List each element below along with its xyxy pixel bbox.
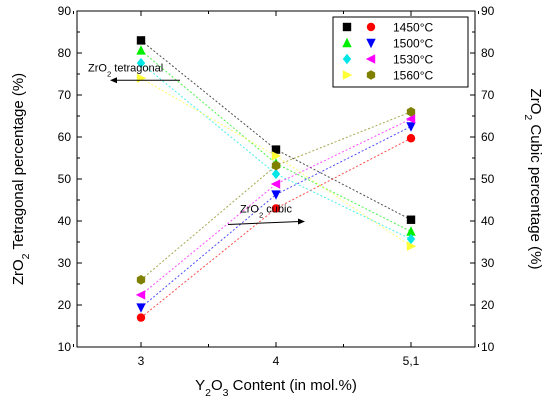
data-point-tetragonal	[136, 73, 147, 83]
legend-marker-cubic	[365, 54, 376, 64]
right-y-tick-label: 40	[481, 214, 495, 228]
data-point-tetragonal	[271, 151, 282, 161]
left-y-tick-label: 70	[58, 88, 72, 102]
data-point-cubic	[270, 179, 281, 189]
left-y-tick-label: 40	[58, 214, 72, 228]
right-y-tick-label: 30	[481, 256, 495, 270]
right-y-tick-label: 50	[481, 172, 495, 186]
left-y-tick-label: 60	[58, 130, 72, 144]
data-point-tetragonal	[406, 215, 416, 224]
right-y-tick-label: 60	[481, 130, 495, 144]
data-point-cubic	[271, 160, 281, 171]
legend-marker-cubic	[366, 22, 376, 32]
left-y-tick-label: 20	[58, 298, 72, 312]
x-tick-label: 5,1	[403, 354, 420, 368]
right-y-tick-label: 10	[481, 340, 495, 354]
legend-label: 1450°C	[393, 21, 433, 35]
legend-box	[332, 16, 469, 88]
annotation-cubic-arrowhead	[298, 218, 305, 225]
x-axis-title: Y2O3 Content (in mol.%)	[195, 377, 357, 399]
legend-marker-cubic	[366, 38, 376, 49]
right-y-tick-label: 70	[481, 88, 495, 102]
data-point-tetragonal	[271, 168, 281, 180]
data-point-cubic	[406, 134, 416, 143]
legend-marker-cubic	[366, 70, 376, 80]
legend-marker-tetragonal	[342, 22, 352, 32]
data-point-cubic	[271, 190, 281, 200]
legend-marker-tetragonal	[342, 37, 352, 48]
data-point-tetragonal	[271, 145, 281, 154]
legend-label: 1500°C	[393, 37, 433, 51]
legend-label: 1560°C	[393, 69, 433, 83]
annotation-cubic: ZrO2 cubic	[240, 203, 292, 219]
data-point-tetragonal	[406, 226, 416, 236]
left-y-tick-label: 10	[58, 340, 72, 354]
annotations: ZrO2 tetragonal ZrO2 cubic	[88, 62, 305, 225]
data-point-cubic	[135, 290, 146, 300]
data-points	[135, 36, 417, 322]
left-y-axis-title: ZrO2 Tetragonal percentage (%)	[10, 73, 32, 285]
x-tick-label: 4	[273, 354, 280, 368]
right-y-tick-label: 90	[481, 4, 495, 18]
ticks: 10 10 20 20 30 30 40 40 50 50 60 60 70 70 80 80 90 90 3 4 5,…	[58, 4, 495, 368]
legend-marker-tetragonal	[342, 53, 352, 65]
left-y-tick-label: 80	[58, 46, 72, 60]
data-point-tetragonal	[136, 36, 146, 45]
data-point-cubic	[406, 122, 416, 132]
data-point-cubic	[405, 114, 416, 124]
data-point-tetragonal	[406, 241, 417, 251]
annotation-cubic-arrow	[227, 220, 301, 225]
data-point-cubic	[136, 313, 146, 322]
axis-titles: Y2O3 Content (in mol.%) ZrO2 Tetragonal p…	[10, 73, 544, 399]
data-point-cubic	[271, 204, 281, 213]
left-y-tick-label: 50	[58, 172, 72, 186]
data-point-cubic	[136, 303, 146, 313]
legend-label: 1530°C	[393, 53, 433, 67]
legend-marker-tetragonal	[342, 70, 353, 80]
x-tick-label: 3	[138, 354, 145, 368]
data-point-tetragonal	[136, 57, 146, 69]
data-point-tetragonal	[136, 45, 146, 55]
left-y-tick-label: 90	[58, 4, 72, 18]
data-point-tetragonal	[406, 233, 416, 245]
data-point-cubic	[406, 107, 416, 117]
annotation-tetragonal-arrowhead	[110, 77, 117, 84]
legend: 1450°C 1500°C 1530°C 1560°C	[332, 16, 469, 88]
right-y-tick-label: 80	[481, 46, 495, 60]
right-y-tick-label: 20	[481, 298, 495, 312]
data-point-cubic	[136, 275, 146, 285]
annotation-tetragonal: ZrO2 tetragonal	[88, 62, 163, 78]
left-y-tick-label: 30	[58, 256, 72, 270]
right-y-axis-title: ZrO2 Cubic percentage (%)	[522, 89, 544, 270]
series-line-tetragonal-4	[140, 77, 412, 247]
